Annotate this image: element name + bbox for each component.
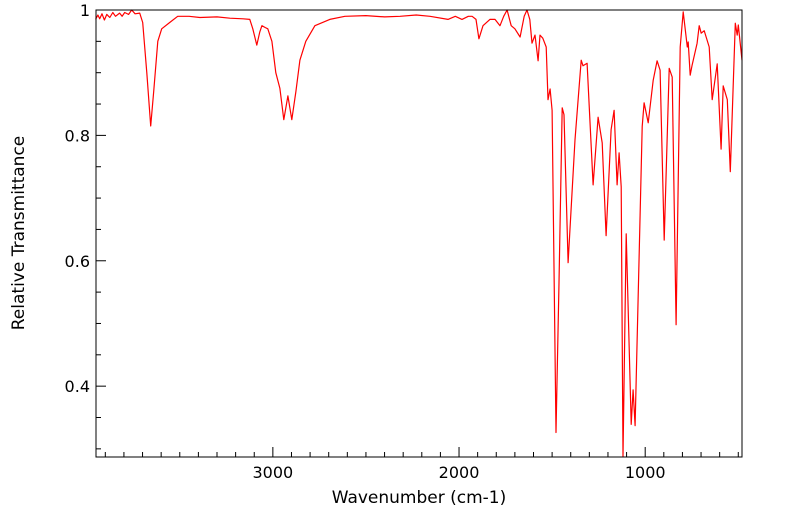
y-tick-label: 1: [80, 1, 90, 20]
plot-frame: [95, 9, 743, 458]
y-tick-label: 0.8: [65, 126, 90, 145]
x-tick-label: 3000: [252, 463, 293, 482]
x-tick-label: 1000: [625, 463, 666, 482]
y-tick-labels: 1 0.8 0.6 0.4: [65, 1, 90, 396]
y-tick-label: 0.4: [65, 377, 90, 396]
x-tick-labels: 3000 2000 1000: [252, 463, 665, 482]
x-axis-label: Wavenumber (cm-1): [332, 488, 507, 508]
y-tick-label: 0.6: [65, 252, 90, 271]
spectrum-line: [95, 9, 743, 457]
y-axis-label: Relative Transmittance: [9, 136, 29, 331]
axis-ticks: [96, 9, 739, 457]
x-tick-label: 2000: [439, 463, 480, 482]
series-layer: [95, 9, 743, 457]
